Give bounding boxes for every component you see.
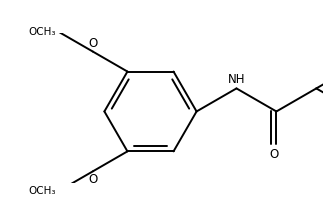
Text: O: O: [88, 173, 98, 186]
Text: NH: NH: [228, 73, 245, 86]
Text: OCH₃: OCH₃: [29, 186, 56, 196]
Text: O: O: [270, 148, 279, 160]
Text: O: O: [88, 37, 98, 50]
Text: OCH₃: OCH₃: [29, 27, 56, 37]
